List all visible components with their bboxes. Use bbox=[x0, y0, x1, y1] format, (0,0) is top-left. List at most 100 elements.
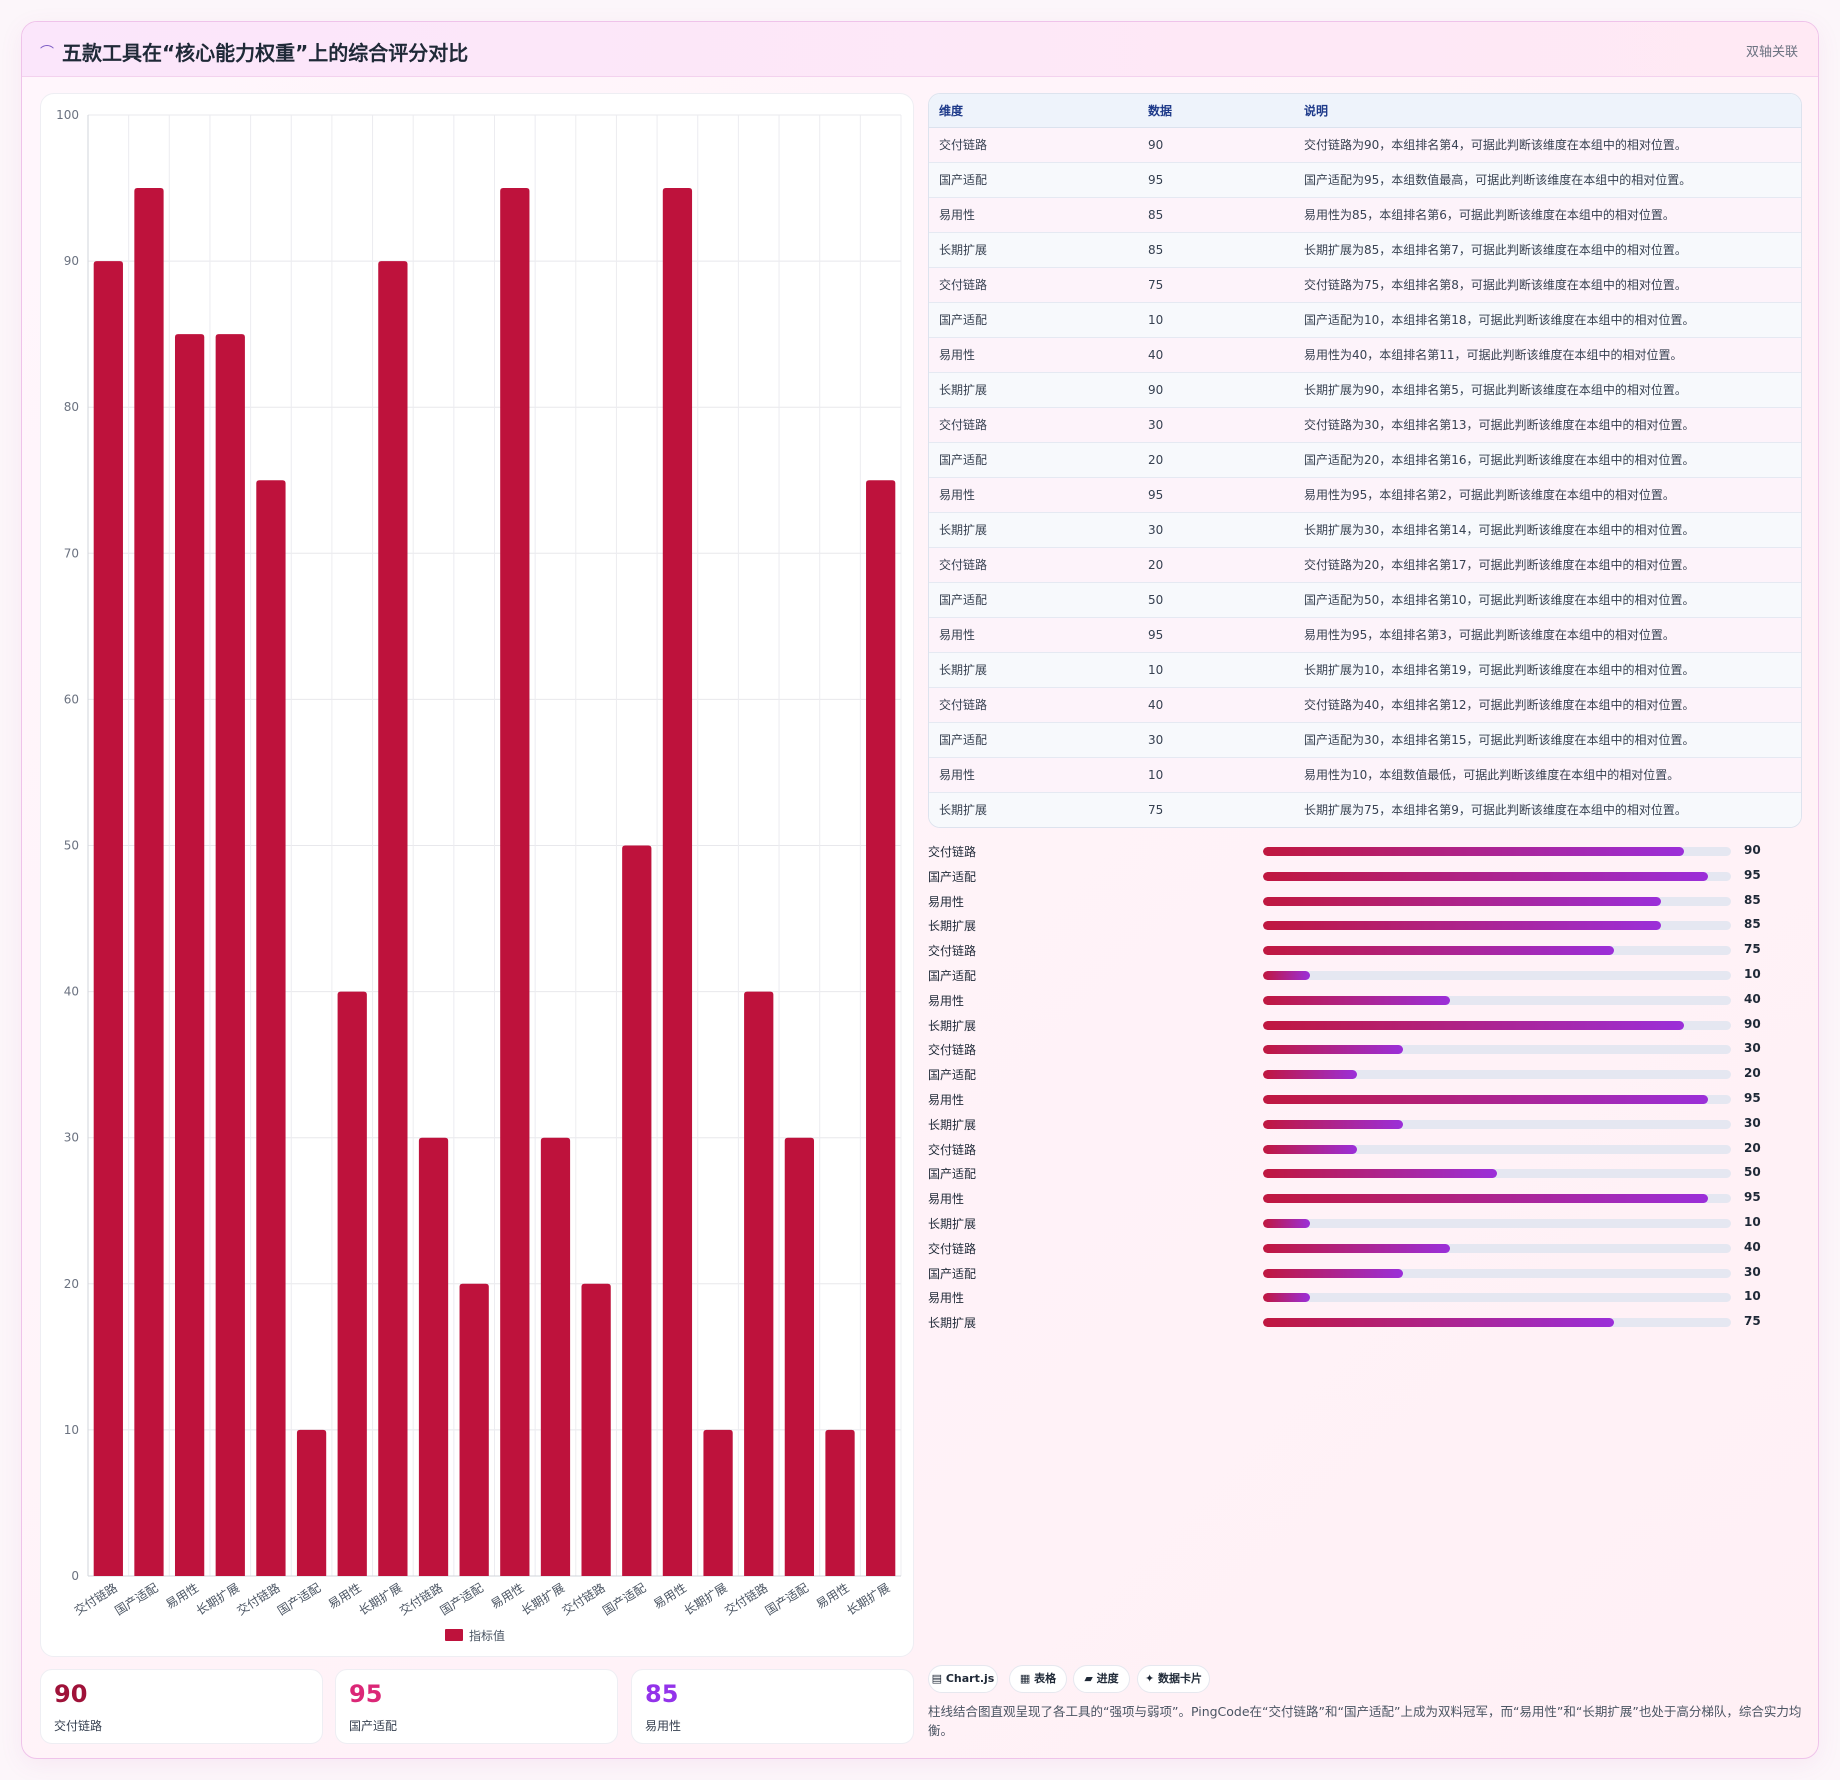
y-tick-label: 60 bbox=[64, 692, 79, 706]
progress-fill bbox=[1263, 1070, 1357, 1080]
bar bbox=[662, 188, 693, 1576]
progress-row: 国产适配 50 bbox=[928, 1161, 1802, 1186]
progress-value: 90 bbox=[1744, 843, 1761, 857]
kpi-value: 90 bbox=[54, 1680, 88, 1708]
bar bbox=[256, 480, 286, 1576]
progress-value: 75 bbox=[1744, 942, 1761, 957]
progress-row: 交付链路 40 bbox=[928, 1236, 1802, 1261]
table-row: 交付链路 75 交付链路为75，本组排名第8，可据此判断该维度在本组中的相对位置。 bbox=[929, 267, 1801, 303]
x-tick-label: 国产适配 bbox=[763, 1581, 811, 1618]
table-cell-dimension: 交付链路 bbox=[929, 127, 1138, 163]
table-cell-data: 90 bbox=[1138, 127, 1294, 163]
kpi-value: 85 bbox=[645, 1680, 679, 1708]
table-cell-description: 长期扩展为75，本组排名第9，可据此判断该维度在本组中的相对位置。 bbox=[1294, 792, 1801, 827]
dual-axis-tag[interactable]: 双轴关联 bbox=[1745, 45, 1798, 60]
progress-track bbox=[1263, 1293, 1731, 1303]
table-cell-data: 30 bbox=[1138, 722, 1294, 758]
progress-track bbox=[1263, 1268, 1731, 1278]
table-cell-data: 10 bbox=[1138, 302, 1294, 338]
progress-fill bbox=[1263, 970, 1310, 980]
x-tick-label: 长期扩展 bbox=[844, 1581, 892, 1618]
progress-track bbox=[1263, 871, 1731, 881]
progress-label: 长期扩展 bbox=[928, 919, 977, 934]
kpi-card-localization: 95 国产适配 bbox=[335, 1669, 618, 1744]
progress-fill bbox=[1263, 1020, 1685, 1030]
table-row: 易用性 85 易用性为85，本组排名第6，可据此判断该维度在本组中的相对位置。 bbox=[929, 197, 1801, 233]
table-cell-dimension: 易用性 bbox=[929, 337, 1138, 373]
table-cell-data: 50 bbox=[1138, 582, 1294, 618]
bar bbox=[825, 1429, 855, 1576]
y-tick-label: 100 bbox=[56, 108, 79, 122]
table-row: 易用性 40 易用性为40，本组排名第11，可据此判断该维度在本组中的相对位置。 bbox=[929, 337, 1801, 373]
table-row: 国产适配 50 国产适配为50，本组排名第10，可据此判断该维度在本组中的相对位置。 bbox=[929, 582, 1801, 618]
table-cell-data: 20 bbox=[1138, 442, 1294, 478]
progress-fill bbox=[1263, 896, 1661, 906]
table-cell-description: 长期扩展为85，本组排名第7，可据此判断该维度在本组中的相对位置。 bbox=[1294, 232, 1801, 268]
chip-data-cards[interactable]: ✦ 数据卡片 bbox=[1137, 1665, 1210, 1693]
progress-row: 长期扩展 30 bbox=[928, 1112, 1802, 1137]
chip-table[interactable]: ▦ 表格 bbox=[1009, 1665, 1067, 1693]
progress-track bbox=[1263, 1243, 1731, 1253]
table-cell-dimension: 国产适配 bbox=[929, 582, 1138, 618]
progress-row: 长期扩展 85 bbox=[928, 913, 1802, 938]
table-header-dimension[interactable]: 维度 bbox=[929, 94, 1138, 128]
table-cell-dimension: 易用性 bbox=[929, 617, 1138, 653]
chip-progress[interactable]: ▰ 进度 bbox=[1073, 1665, 1130, 1693]
table-cell-description: 交付链路为20，本组排名第17，可据此判断该维度在本组中的相对位置。 bbox=[1294, 547, 1801, 583]
table-cell-dimension: 交付链路 bbox=[929, 267, 1138, 303]
table-cell-data: 20 bbox=[1138, 547, 1294, 583]
table-row: 交付链路 90 交付链路为90，本组排名第4，可据此判断该维度在本组中的相对位置。 bbox=[929, 127, 1801, 163]
table-cell-dimension: 国产适配 bbox=[929, 162, 1138, 198]
progress-value: 40 bbox=[1744, 1239, 1761, 1254]
bar bbox=[540, 1137, 571, 1576]
y-tick-label: 90 bbox=[64, 254, 79, 268]
table-cell-dimension: 国产适配 bbox=[929, 442, 1138, 478]
table-row: 长期扩展 10 长期扩展为10，本组排名第19，可据此判断该维度在本组中的相对位置。 bbox=[929, 652, 1801, 688]
progress-label: 交付链路 bbox=[928, 1142, 977, 1157]
table-header-data[interactable]: 数据 bbox=[1138, 94, 1294, 128]
bar bbox=[500, 188, 530, 1576]
table-row: 易用性 10 易用性为10，本组数值最低，可据此判断该维度在本组中的相对位置。 bbox=[929, 757, 1801, 793]
table-cell-data: 10 bbox=[1138, 652, 1294, 688]
bar bbox=[93, 261, 123, 1577]
progress-value: 10 bbox=[1744, 1289, 1761, 1304]
table-cell-dimension: 易用性 bbox=[929, 197, 1138, 233]
progress-fill bbox=[1263, 1293, 1310, 1303]
legend-label: 指标值 bbox=[469, 1628, 505, 1643]
progress-row: 易用性 95 bbox=[928, 1186, 1802, 1211]
table-cell-description: 交付链路为75，本组排名第8，可据此判断该维度在本组中的相对位置。 bbox=[1294, 267, 1801, 303]
progress-row: 交付链路 75 bbox=[928, 938, 1802, 963]
progress-value: 85 bbox=[1744, 917, 1761, 932]
x-tick-label: 长期扩展 bbox=[356, 1581, 404, 1618]
kpi-value: 95 bbox=[349, 1680, 383, 1708]
table-cell-description: 交付链路为40，本组排名第12，可据此判断该维度在本组中的相对位置。 bbox=[1294, 687, 1801, 723]
x-tick-label: 国产适配 bbox=[112, 1581, 160, 1618]
table-cell-dimension: 国产适配 bbox=[929, 302, 1138, 338]
progress-fill bbox=[1263, 1045, 1404, 1055]
progress-row: 易用性 95 bbox=[928, 1087, 1802, 1112]
table-header-description[interactable]: 说明 bbox=[1294, 94, 1801, 128]
progress-track bbox=[1263, 1070, 1731, 1080]
table-row: 国产适配 30 国产适配为30，本组排名第15，可据此判断该维度在本组中的相对位置。 bbox=[929, 722, 1801, 758]
table-row: 长期扩展 90 长期扩展为90，本组排名第5，可据此判断该维度在本组中的相对位置。 bbox=[929, 372, 1801, 408]
progress-track bbox=[1263, 896, 1731, 906]
kpi-card-delivery: 90 交付链路 bbox=[40, 1669, 323, 1744]
progress-label: 交付链路 bbox=[928, 1241, 977, 1256]
x-tick-label: 交付链路 bbox=[71, 1580, 120, 1618]
bar bbox=[378, 261, 408, 1577]
table-row: 长期扩展 85 长期扩展为85，本组排名第7，可据此判断该维度在本组中的相对位置。 bbox=[929, 232, 1801, 268]
table-row: 国产适配 10 国产适配为10，本组排名第18，可据此判断该维度在本组中的相对位置。 bbox=[929, 302, 1801, 338]
progress-row: 易用性 85 bbox=[928, 889, 1802, 914]
progress-label: 国产适配 bbox=[928, 869, 977, 884]
x-tick-label: 国产适配 bbox=[438, 1581, 486, 1618]
table-cell-data: 75 bbox=[1138, 792, 1294, 827]
progress-label: 长期扩展 bbox=[928, 1216, 977, 1231]
progress-row: 国产适配 10 bbox=[928, 963, 1802, 988]
progress-row: 易用性 40 bbox=[928, 988, 1802, 1013]
x-tick-label: 长期扩展 bbox=[682, 1581, 730, 1618]
table-cell-description: 国产适配为50，本组排名第10，可据此判断该维度在本组中的相对位置。 bbox=[1294, 582, 1801, 618]
chip-chartjs[interactable]: ▤ Chart.js bbox=[928, 1665, 998, 1693]
progress-label: 易用性 bbox=[928, 894, 965, 909]
table-cell-dimension: 国产适配 bbox=[929, 722, 1138, 758]
